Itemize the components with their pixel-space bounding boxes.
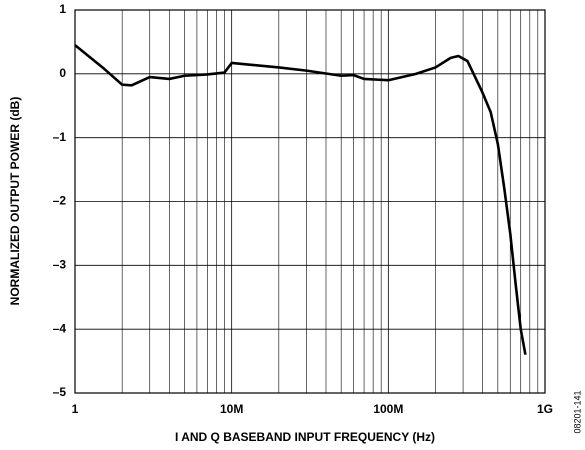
y-tick-label: –2 xyxy=(53,194,67,208)
y-tick-label: –5 xyxy=(53,385,67,399)
x-tick-label: 1G xyxy=(537,402,553,416)
y-tick-label: –4 xyxy=(53,321,67,335)
x-tick-label: 1 xyxy=(72,402,79,416)
x-tick-label: 100M xyxy=(373,402,403,416)
data-line xyxy=(74,44,527,355)
y-tick-label: –3 xyxy=(53,258,67,272)
x-axis-title: I AND Q BASEBAND INPUT FREQUENCY (Hz) xyxy=(175,430,435,444)
x-tick-label: 10M xyxy=(220,402,243,416)
y-tick-label: 1 xyxy=(59,2,66,16)
plot-frame xyxy=(74,9,546,394)
y-tick-label: 0 xyxy=(59,66,66,80)
y-axis-title: NORMALIZED OUTPUT POWER (dB) xyxy=(8,97,22,306)
figure-id: 08201-141 xyxy=(572,390,582,433)
y-tick-label: –1 xyxy=(53,130,67,144)
